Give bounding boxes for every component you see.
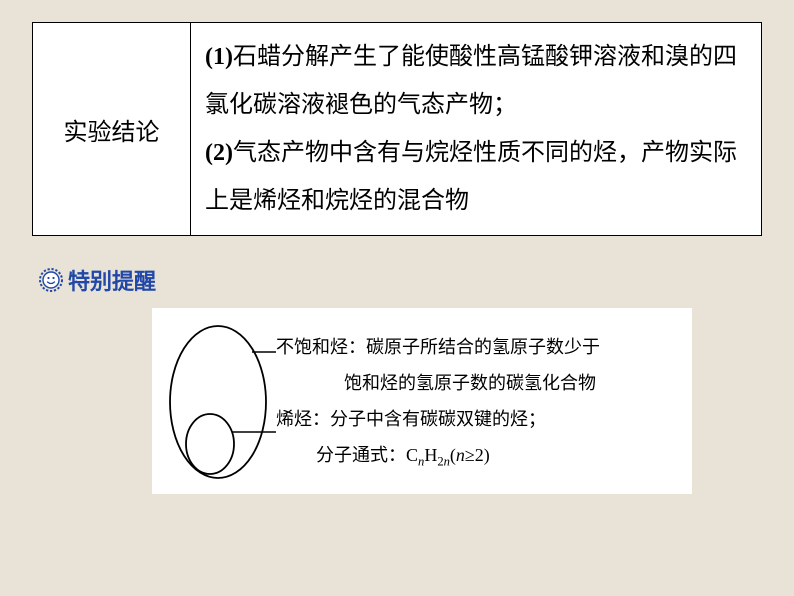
special-note-header: 特别提醒 (38, 264, 762, 296)
line1a-text: 不饱和烃：碳原子所结合的氢原子数少于 (276, 329, 600, 365)
nested-ellipse-icon (156, 316, 276, 488)
table-header-cell: 实验结论 (33, 23, 191, 235)
conclusion-row-2: (2)气态产物中含有与烷烃性质不同的烃，产物实际上是烯烃和烷烃的混合物 (205, 129, 747, 225)
diagram-line-1b: 饱和烃的氢原子数的碳氢化合物 (344, 365, 600, 401)
formula-label: 分子通式： (316, 437, 406, 475)
conclusion-row-1: (1)石蜡分解产生了能使酸性高锰酸钾溶液和溴的四氯化碳溶液褪色的气态产物； (205, 33, 747, 129)
diagram-line-2b: 分子通式： CnH2n(n≥2) (316, 437, 600, 475)
table-content-cell: (1)石蜡分解产生了能使酸性高锰酸钾溶液和溴的四氯化碳溶液褪色的气态产物； (2… (191, 23, 761, 235)
diagram-text-block: 不饱和烃：碳原子所结合的氢原子数少于 饱和烃的氢原子数的碳氢化合物 烯烃：分子中… (276, 329, 600, 475)
diagram-line-2a: 烯烃：分子中含有碳碳双键的烃； (276, 401, 600, 437)
gear-smiley-icon (38, 267, 64, 293)
row1-text: 石蜡分解产生了能使酸性高锰酸钾溶液和溴的四氯化碳溶液褪色的气态产物； (205, 44, 737, 118)
row2-text: 气态产物中含有与烷烃性质不同的烃，产物实际上是烯烃和烷烃的混合物 (205, 140, 737, 214)
table-left-label: 实验结论 (64, 112, 160, 147)
row2-prefix: (2) (205, 140, 233, 166)
molecular-formula: CnH2n(n≥2) (406, 437, 490, 475)
line1b-text: 饱和烃的氢原子数的碳氢化合物 (344, 365, 596, 401)
special-note-title: 特别提醒 (68, 264, 156, 296)
row1-prefix: (1) (205, 44, 233, 70)
venn-diagram-block: 不饱和烃：碳原子所结合的氢原子数少于 饱和烃的氢原子数的碳氢化合物 烯烃：分子中… (152, 308, 692, 494)
diagram-line-1a: 不饱和烃：碳原子所结合的氢原子数少于 (276, 329, 600, 365)
line2a-text: 烯烃：分子中含有碳碳双键的烃； (276, 401, 546, 437)
experiment-table: 实验结论 (1)石蜡分解产生了能使酸性高锰酸钾溶液和溴的四氯化碳溶液褪色的气态产… (32, 22, 762, 236)
